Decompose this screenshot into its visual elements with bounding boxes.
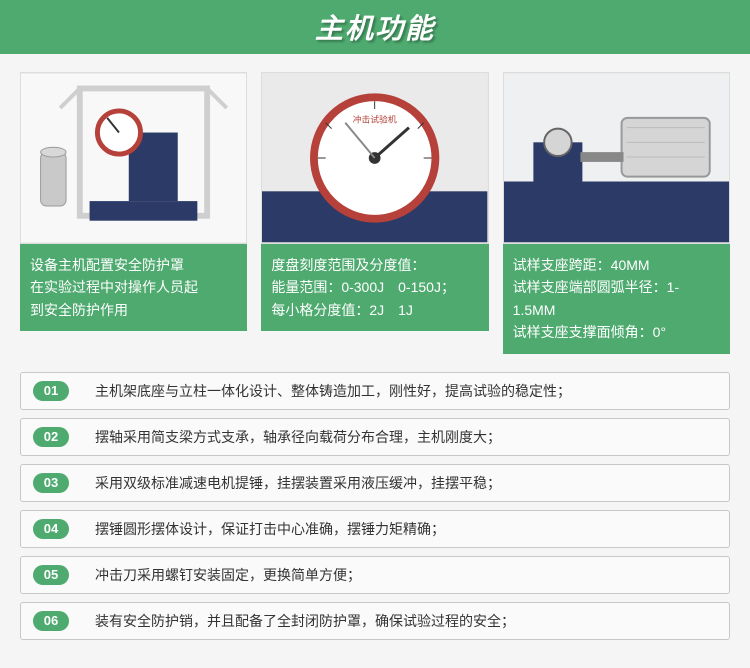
feature-row: 06 装有安全防护销，并且配备了全封闭防护罩，确保试验过程的安全； <box>20 602 730 640</box>
feature-num-badge: 02 <box>33 427 69 447</box>
features-list: 01 主机架底座与立柱一体化设计、整体铸造加工，刚性好，提高试验的稳定性； 02… <box>0 372 750 668</box>
feature-row: 02 摆轴采用简支梁方式支承，轴承径向载荷分布合理，主机刚度大； <box>20 418 730 456</box>
feature-num-badge: 01 <box>33 381 69 401</box>
card-2-caption: 度盘刻度范围及分度值： 能量范围：0-300J 0-150J； 每小格分度值：2… <box>261 244 488 331</box>
caption-line: 度盘刻度范围及分度值： <box>271 254 478 276</box>
card-1-image <box>20 72 247 244</box>
svg-text:冲击试验机: 冲击试验机 <box>353 114 397 125</box>
card-1: 设备主机配置安全防护罩 在实验过程中对操作人员起 到安全防护作用 <box>20 72 247 354</box>
header-title: 主机功能 <box>315 7 435 47</box>
feature-text: 摆锤圆形摆体设计，保证打击中心准确，摆锤力矩精确； <box>95 519 445 539</box>
card-1-caption: 设备主机配置安全防护罩 在实验过程中对操作人员起 到安全防护作用 <box>20 244 247 331</box>
feature-row: 05 冲击刀采用螺钉安装固定，更换简单方便； <box>20 556 730 594</box>
feature-text: 主机架底座与立柱一体化设计、整体铸造加工，刚性好，提高试验的稳定性； <box>95 381 571 401</box>
caption-line: 每小格分度值：2J 1J <box>271 299 478 321</box>
feature-text: 摆轴采用简支梁方式支承，轴承径向载荷分布合理，主机刚度大； <box>95 427 501 447</box>
feature-text: 采用双级标准减速电机提锤，挂摆装置采用液压缓冲，挂摆平稳； <box>95 473 501 493</box>
card-2: 冲击试验机 度盘刻度范围及分度值： 能量范围：0-300J 0-150J； 每小… <box>261 72 488 354</box>
feature-row: 04 摆锤圆形摆体设计，保证打击中心准确，摆锤力矩精确； <box>20 510 730 548</box>
card-2-image: 冲击试验机 <box>261 72 488 244</box>
cards-row: 设备主机配置安全防护罩 在实验过程中对操作人员起 到安全防护作用 <box>0 54 750 372</box>
caption-line: 试样支座端部圆弧半径：1-1.5MM <box>513 276 720 321</box>
feature-num-badge: 04 <box>33 519 69 539</box>
feature-num-badge: 05 <box>33 565 69 585</box>
dial-gauge-icon: 冲击试验机 <box>262 73 487 243</box>
card-3-image <box>503 72 730 244</box>
card-3: 试样支座跨距：40MM 试样支座端部圆弧半径：1-1.5MM 试样支座支撑面倾角… <box>503 72 730 354</box>
feature-num-badge: 06 <box>33 611 69 631</box>
section-header: 主机功能 <box>0 0 750 54</box>
feature-row: 01 主机架底座与立柱一体化设计、整体铸造加工，刚性好，提高试验的稳定性； <box>20 372 730 410</box>
caption-line: 试样支座跨距：40MM <box>513 254 720 276</box>
caption-line: 试样支座支撑面倾角：0° <box>513 321 720 343</box>
caption-line: 能量范围：0-300J 0-150J； <box>271 276 478 298</box>
feature-num-badge: 03 <box>33 473 69 493</box>
feature-row: 03 采用双级标准减速电机提锤，挂摆装置采用液压缓冲，挂摆平稳； <box>20 464 730 502</box>
caption-line: 在实验过程中对操作人员起 <box>30 276 237 298</box>
card-3-caption: 试样支座跨距：40MM 试样支座端部圆弧半径：1-1.5MM 试样支座支撑面倾角… <box>503 244 730 354</box>
caption-line: 到安全防护作用 <box>30 299 237 321</box>
specimen-support-icon <box>504 73 729 243</box>
impact-tester-icon <box>21 73 246 243</box>
caption-line: 设备主机配置安全防护罩 <box>30 254 237 276</box>
feature-text: 冲击刀采用螺钉安装固定，更换简单方便； <box>95 565 361 585</box>
feature-text: 装有安全防护销，并且配备了全封闭防护罩，确保试验过程的安全； <box>95 611 515 631</box>
